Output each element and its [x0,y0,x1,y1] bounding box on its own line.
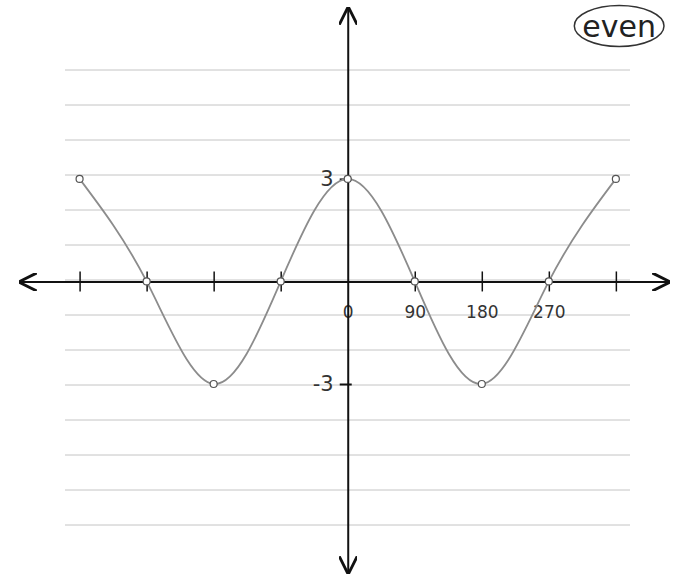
point [612,175,619,182]
curve [80,179,616,384]
point [277,278,284,285]
y-tick-label: -3 [313,372,334,396]
paper-line [65,385,630,386]
y-tick: 3 [320,167,351,191]
chart: 090180270-33even [0,0,676,580]
x-tick-label: 180 [466,302,498,322]
x-tick-mark [616,271,618,291]
x-tick-mark [79,271,81,291]
point [478,381,485,388]
y-axis-line [347,9,349,573]
x-tick-mark [482,271,484,291]
y-tick: -3 [313,372,352,396]
x-tick-mark [213,271,215,291]
annotation: even [574,6,664,47]
point [411,278,418,285]
point [545,278,552,285]
x-tick [616,271,617,291]
y-tick-mark [340,384,352,386]
point [143,278,150,285]
x-tick-label: 90 [404,302,426,322]
annotation-text: even [582,9,656,44]
point [210,381,217,388]
x-tick: 180 [466,271,498,321]
plot-area [76,175,619,387]
x-tick: 270 [533,271,565,321]
x-tick: 90 [404,271,426,321]
y-axis: -3 3 [313,9,352,573]
annotation-circle [574,6,664,47]
point [344,175,351,182]
x-tick [80,271,81,291]
x-axis: 090180270 [21,271,669,321]
x-axis-line [21,281,669,283]
x-tick [214,271,215,291]
point [76,175,83,182]
